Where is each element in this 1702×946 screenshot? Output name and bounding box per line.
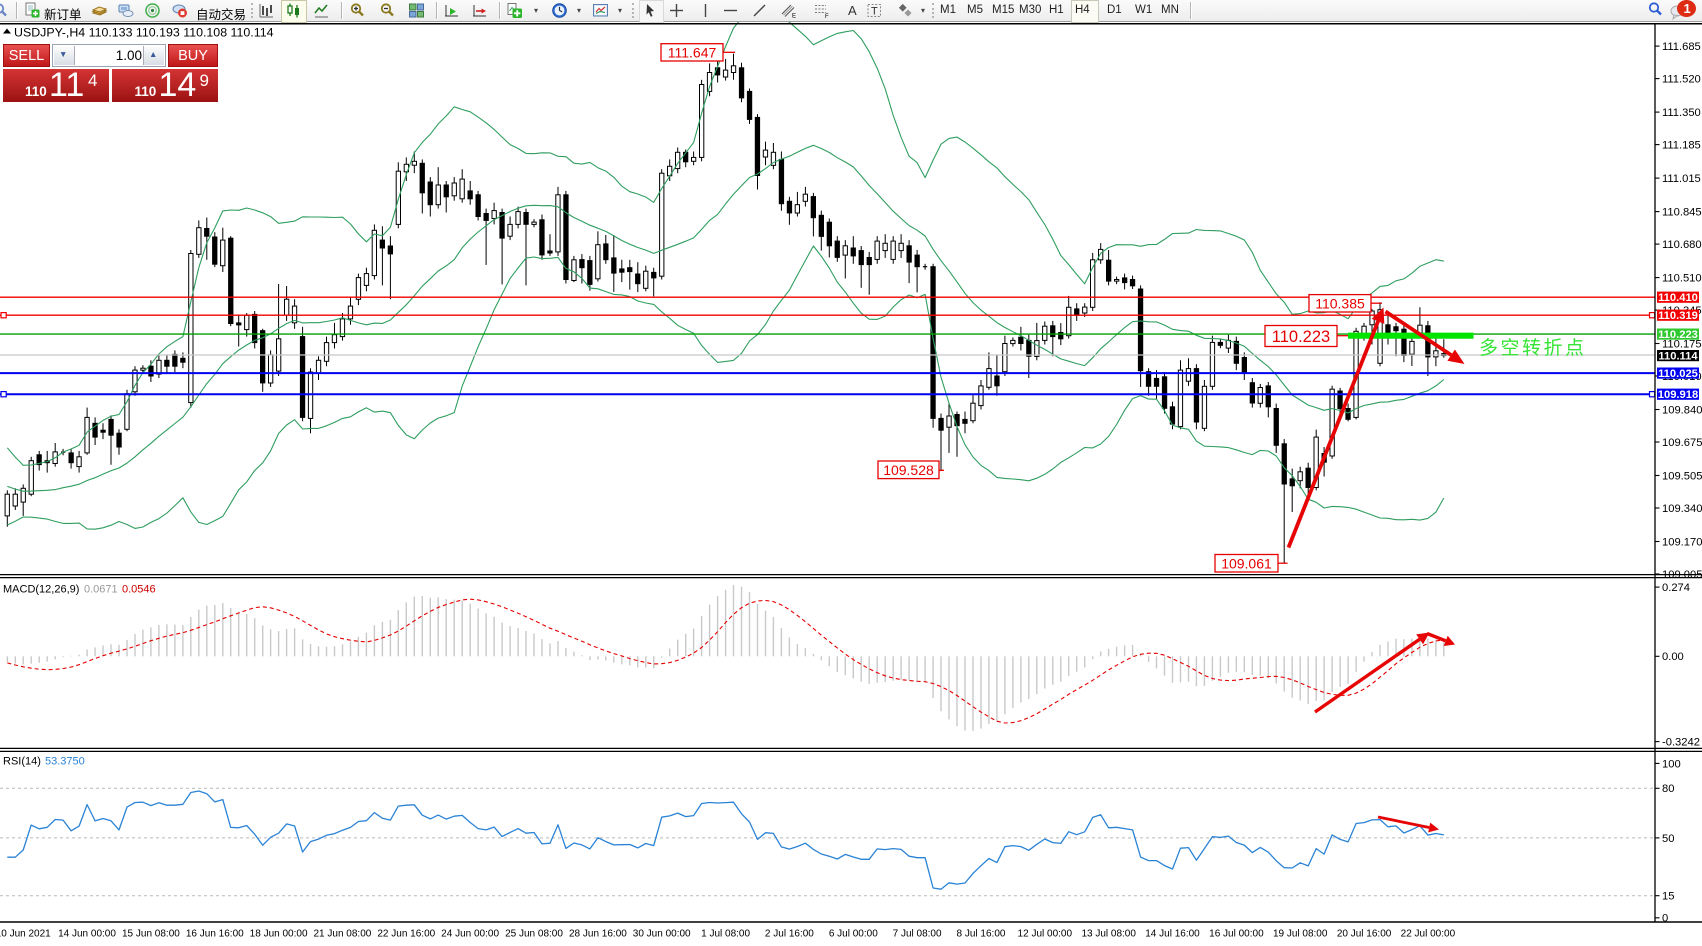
svg-text:110.410: 110.410 bbox=[1658, 292, 1698, 304]
svg-text:12 Jul 00:00: 12 Jul 00:00 bbox=[1018, 929, 1073, 940]
svg-text:15: 15 bbox=[1662, 891, 1674, 903]
svg-text:50: 50 bbox=[1662, 833, 1674, 845]
svg-text:109.528: 109.528 bbox=[883, 462, 934, 478]
svg-text:RSI(14): RSI(14) bbox=[3, 756, 41, 768]
svg-text:多空转折点: 多空转折点 bbox=[1479, 337, 1587, 359]
svg-text:16 Jun 16:00: 16 Jun 16:00 bbox=[186, 929, 244, 940]
svg-text:109.918: 109.918 bbox=[1658, 389, 1698, 401]
svg-text:20 Jul 16:00: 20 Jul 16:00 bbox=[1337, 929, 1392, 940]
svg-text:109.675: 109.675 bbox=[1662, 437, 1702, 449]
svg-text:110.025: 110.025 bbox=[1658, 368, 1698, 380]
svg-text:110.223: 110.223 bbox=[1272, 328, 1330, 346]
svg-text:8 Jul 16:00: 8 Jul 16:00 bbox=[957, 929, 1006, 940]
svg-text:28 Jun 16:00: 28 Jun 16:00 bbox=[569, 929, 627, 940]
svg-text:111.685: 111.685 bbox=[1662, 41, 1701, 53]
svg-text:MACD(12,26,9): MACD(12,26,9) bbox=[3, 584, 79, 596]
svg-text:19 Jul 08:00: 19 Jul 08:00 bbox=[1273, 929, 1328, 940]
svg-text:2 Jul 16:00: 2 Jul 16:00 bbox=[765, 929, 814, 940]
svg-text:110.845: 110.845 bbox=[1662, 207, 1702, 219]
svg-text:111.015: 111.015 bbox=[1662, 173, 1701, 185]
svg-text:0: 0 bbox=[1662, 913, 1668, 925]
svg-text:25 Jun 08:00: 25 Jun 08:00 bbox=[505, 929, 563, 940]
svg-text:1 Jul 08:00: 1 Jul 08:00 bbox=[701, 929, 750, 940]
svg-text:14 Jul 16:00: 14 Jul 16:00 bbox=[1145, 929, 1200, 940]
svg-text:22 Jul 00:00: 22 Jul 00:00 bbox=[1401, 929, 1456, 940]
svg-text:111.647: 111.647 bbox=[668, 44, 717, 60]
svg-text:111.350: 111.350 bbox=[1662, 107, 1701, 119]
svg-text:110.510: 110.510 bbox=[1662, 273, 1702, 285]
svg-text:24 Jun 00:00: 24 Jun 00:00 bbox=[441, 929, 499, 940]
svg-text:80: 80 bbox=[1662, 783, 1674, 795]
svg-text:A: A bbox=[848, 3, 857, 18]
svg-text:15 Jun 08:00: 15 Jun 08:00 bbox=[122, 929, 180, 940]
svg-text:T: T bbox=[871, 6, 878, 18]
svg-text:109.840: 109.840 bbox=[1662, 404, 1702, 416]
svg-text:110.680: 110.680 bbox=[1662, 239, 1702, 251]
svg-text:109.061: 109.061 bbox=[1221, 555, 1272, 571]
svg-text:22 Jun 16:00: 22 Jun 16:00 bbox=[377, 929, 435, 940]
svg-text:USDJPY-,H4 110.133 110.193 11: USDJPY-,H4 110.133 110.193 110.108 110.1… bbox=[14, 26, 274, 40]
svg-text:109.340: 109.340 bbox=[1662, 503, 1702, 515]
svg-text:109.170: 109.170 bbox=[1662, 536, 1702, 548]
svg-text:F: F bbox=[825, 14, 829, 19]
svg-text:109.005: 109.005 bbox=[1662, 569, 1702, 581]
svg-text:E: E bbox=[792, 14, 796, 20]
svg-text:0.274: 0.274 bbox=[1662, 582, 1690, 594]
svg-text:110.114: 110.114 bbox=[1658, 351, 1698, 363]
svg-text:6 Jul 00:00: 6 Jul 00:00 bbox=[829, 929, 878, 940]
svg-text:7 Jul 08:00: 7 Jul 08:00 bbox=[893, 929, 942, 940]
svg-text:13 Jul 08:00: 13 Jul 08:00 bbox=[1081, 929, 1136, 940]
svg-text:0.0546: 0.0546 bbox=[122, 584, 156, 596]
svg-text:109.505: 109.505 bbox=[1662, 470, 1702, 482]
svg-text:0.0671: 0.0671 bbox=[84, 584, 118, 596]
svg-text:110.175: 110.175 bbox=[1662, 338, 1702, 350]
svg-text:110.319: 110.319 bbox=[1658, 310, 1698, 322]
svg-text:111.185: 111.185 bbox=[1662, 140, 1701, 152]
svg-text:18 Jun 00:00: 18 Jun 00:00 bbox=[250, 929, 308, 940]
svg-text:10 Jun 2021: 10 Jun 2021 bbox=[0, 929, 51, 940]
svg-text:53.3750: 53.3750 bbox=[45, 756, 85, 768]
svg-text:110.385: 110.385 bbox=[1315, 295, 1365, 311]
svg-text:-0.3242: -0.3242 bbox=[1662, 737, 1700, 749]
svg-text:110.223: 110.223 bbox=[1658, 329, 1698, 341]
svg-text:111.520: 111.520 bbox=[1662, 74, 1701, 86]
svg-text:100: 100 bbox=[1662, 758, 1681, 770]
svg-text:21 Jun 08:00: 21 Jun 08:00 bbox=[313, 929, 371, 940]
svg-text:14 Jun 00:00: 14 Jun 00:00 bbox=[58, 929, 116, 940]
svg-text:0.00: 0.00 bbox=[1662, 651, 1684, 663]
svg-text:30 Jun 00:00: 30 Jun 00:00 bbox=[633, 929, 691, 940]
svg-text:16 Jul 00:00: 16 Jul 00:00 bbox=[1209, 929, 1264, 940]
